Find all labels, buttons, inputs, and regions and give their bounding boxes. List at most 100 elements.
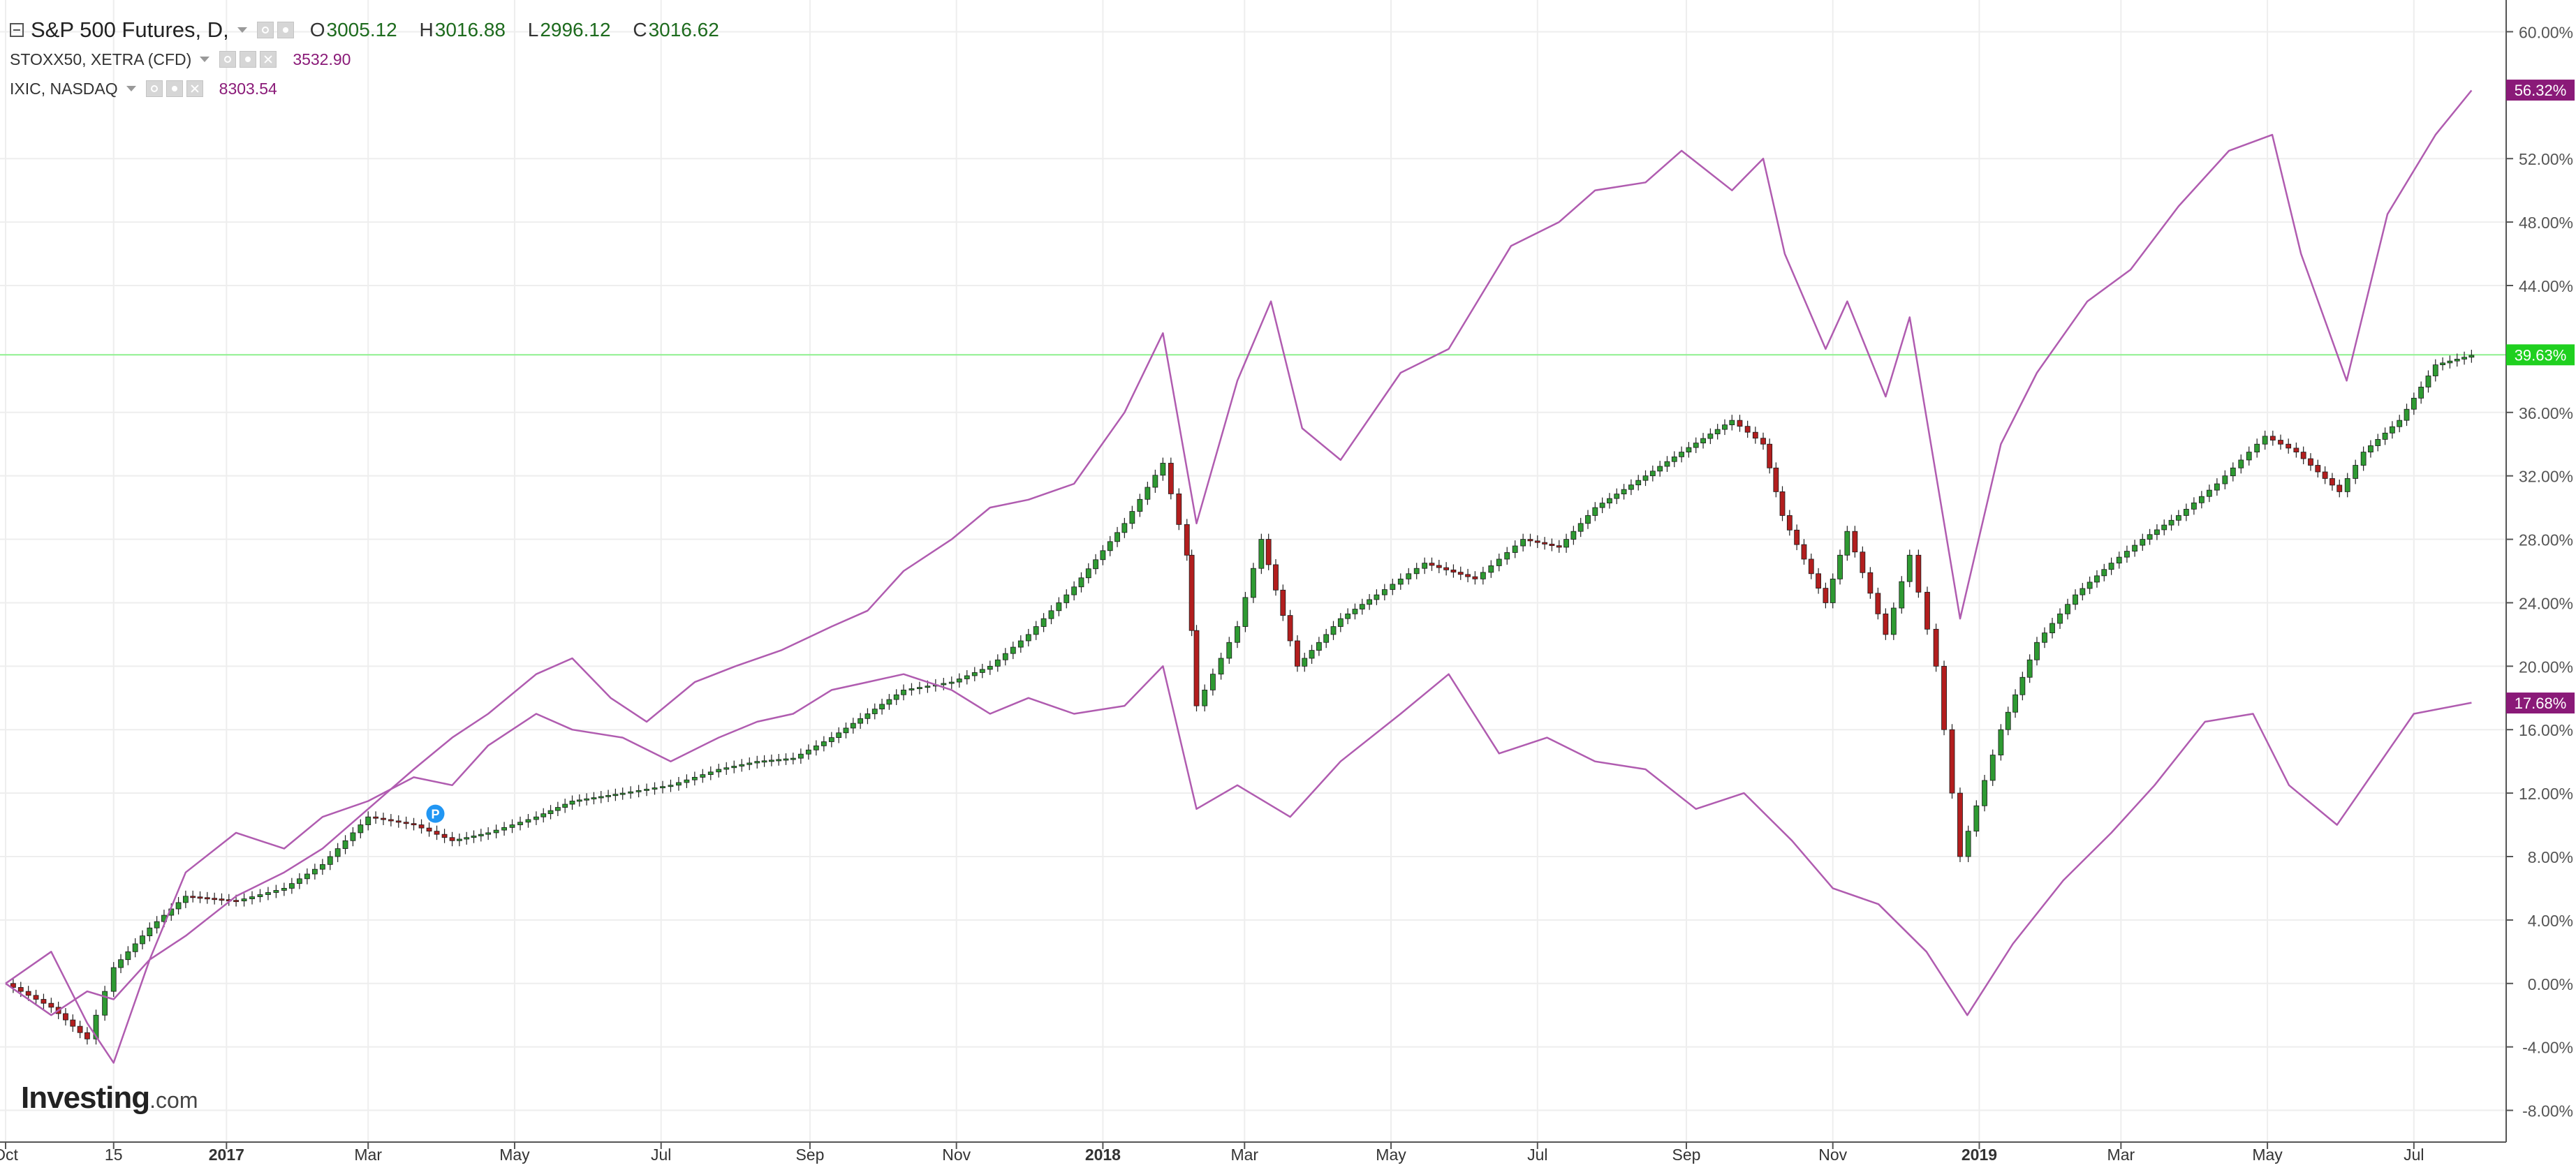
candle-body — [2065, 604, 2070, 614]
y-axis[interactable]: 60.00% 52.00% 48.00% 44.00% 36.00% 32.00% 28.0… — [2506, 23, 2573, 1120]
candle-body — [761, 760, 767, 763]
candle-body — [2440, 362, 2446, 366]
candle-body — [110, 967, 117, 992]
compare-dropdown-icon[interactable] — [126, 86, 136, 91]
candle-body — [731, 766, 737, 769]
gear-icon[interactable] — [240, 51, 257, 68]
main-series-title[interactable]: S&P 500 Futures, D, — [31, 17, 229, 42]
candle-body — [956, 679, 962, 683]
eye-icon[interactable] — [145, 80, 163, 97]
candle-body — [2389, 426, 2395, 434]
candle-body — [63, 1013, 68, 1021]
candle-body — [1302, 658, 1308, 667]
candle-body — [562, 804, 568, 808]
collapse-legend-icon[interactable] — [10, 23, 24, 37]
candle-body — [1488, 565, 1494, 573]
price-badge — [2506, 344, 2575, 366]
gear-icon[interactable] — [165, 80, 183, 97]
candle-body — [1549, 543, 1555, 547]
candle-body — [2108, 563, 2114, 570]
candle-body — [1773, 467, 1779, 492]
candle-body — [2073, 594, 2078, 605]
candle-body — [1273, 564, 1279, 591]
candle-body — [147, 927, 153, 937]
candle-body — [1786, 515, 1793, 531]
candle-body — [1714, 429, 1721, 435]
candle-body — [1657, 466, 1663, 472]
y-tick-label: 24.00% — [2519, 594, 2573, 612]
x-tick-label: May — [2252, 1146, 2283, 1164]
candle-body — [478, 834, 484, 836]
candle-body — [2432, 364, 2438, 376]
candle-body — [1989, 755, 1996, 781]
candle-body — [2101, 569, 2107, 577]
candle-body — [2300, 452, 2306, 459]
candle-body — [1345, 613, 1351, 619]
candle-body — [1915, 554, 1922, 593]
candle-body — [1801, 544, 1807, 560]
candle-body — [2222, 475, 2228, 484]
compare-dropdown-icon[interactable] — [200, 57, 210, 62]
candle-body — [2278, 440, 2283, 445]
legend-main-series[interactable]: S&P 500 Futures, D, O3005.12 H3016.88 L2… — [10, 15, 736, 45]
y-tick-label: 12.00% — [2519, 785, 2573, 803]
candle-body — [2353, 465, 2359, 479]
y-tick-label: -8.00% — [2522, 1102, 2573, 1120]
close-icon[interactable] — [186, 80, 203, 97]
price-badge-label: 17.68% — [2515, 695, 2567, 712]
compare-series-title[interactable]: IXIC, NASDAQ — [10, 79, 118, 98]
candle-body — [554, 807, 561, 811]
x-axis[interactable]: Oct 15 2017 Mar May Jul Sep Nov 2018 Mar May Jul Sep… — [0, 1142, 2424, 1164]
candle-body — [994, 659, 1001, 667]
candle-body — [908, 688, 915, 690]
candle-body — [2049, 623, 2055, 634]
compare-series-title[interactable]: STOXX50, XETRA (CFD) — [10, 50, 192, 68]
candle-body — [2140, 539, 2146, 546]
candle-body — [175, 902, 182, 910]
candle-body — [1145, 487, 1151, 500]
x-tick-label: Sep — [795, 1146, 824, 1164]
candle-body — [1957, 792, 1963, 857]
candle-body — [2397, 420, 2403, 427]
gear-icon[interactable] — [277, 22, 294, 38]
candle-body — [941, 683, 947, 686]
legend-compare-stoxx50[interactable]: STOXX50, XETRA (CFD) 3532.90 — [10, 45, 736, 74]
candle-body — [1265, 539, 1272, 565]
legend-compare-ixic[interactable]: IXIC, NASDAQ 8303.54 — [10, 74, 736, 103]
y-tick-label: 20.00% — [2519, 658, 2573, 676]
candle-body — [33, 995, 39, 1000]
candle-body — [1114, 532, 1120, 542]
candle-body — [628, 791, 634, 794]
candle-body — [1100, 550, 1106, 561]
candle-body — [2168, 519, 2174, 526]
main-series-dropdown-icon[interactable] — [237, 27, 247, 33]
candle-body — [1722, 424, 1728, 430]
candle-body — [281, 888, 287, 891]
eye-icon[interactable] — [256, 22, 274, 38]
candle-body — [517, 822, 523, 825]
candle-body — [233, 900, 239, 903]
candle-body — [2411, 397, 2417, 410]
eye-icon[interactable] — [219, 51, 237, 68]
candle-body — [790, 757, 796, 760]
candle-body — [1534, 540, 1540, 543]
candle-body — [334, 848, 341, 857]
x-tick-label: Sep — [1672, 1146, 1701, 1164]
candle-body — [1429, 563, 1435, 566]
candle-body — [1010, 646, 1016, 654]
y-tick-label: 44.00% — [2519, 277, 2573, 295]
candle-body — [619, 792, 626, 795]
candle-body — [2336, 484, 2343, 492]
candle-body — [125, 951, 131, 961]
candle-body — [2198, 496, 2205, 503]
candle-body — [1671, 457, 1677, 462]
candle-body — [1184, 524, 1190, 556]
candle-body — [1226, 642, 1232, 659]
candle-body — [1949, 729, 1955, 794]
candle-body — [901, 690, 906, 695]
ohlc-values: O3005.12 H3016.88 L2996.12 C3016.62 — [310, 19, 736, 41]
close-icon[interactable] — [260, 51, 277, 68]
open-value: 3005.12 — [326, 19, 397, 40]
candle-body — [471, 836, 477, 838]
